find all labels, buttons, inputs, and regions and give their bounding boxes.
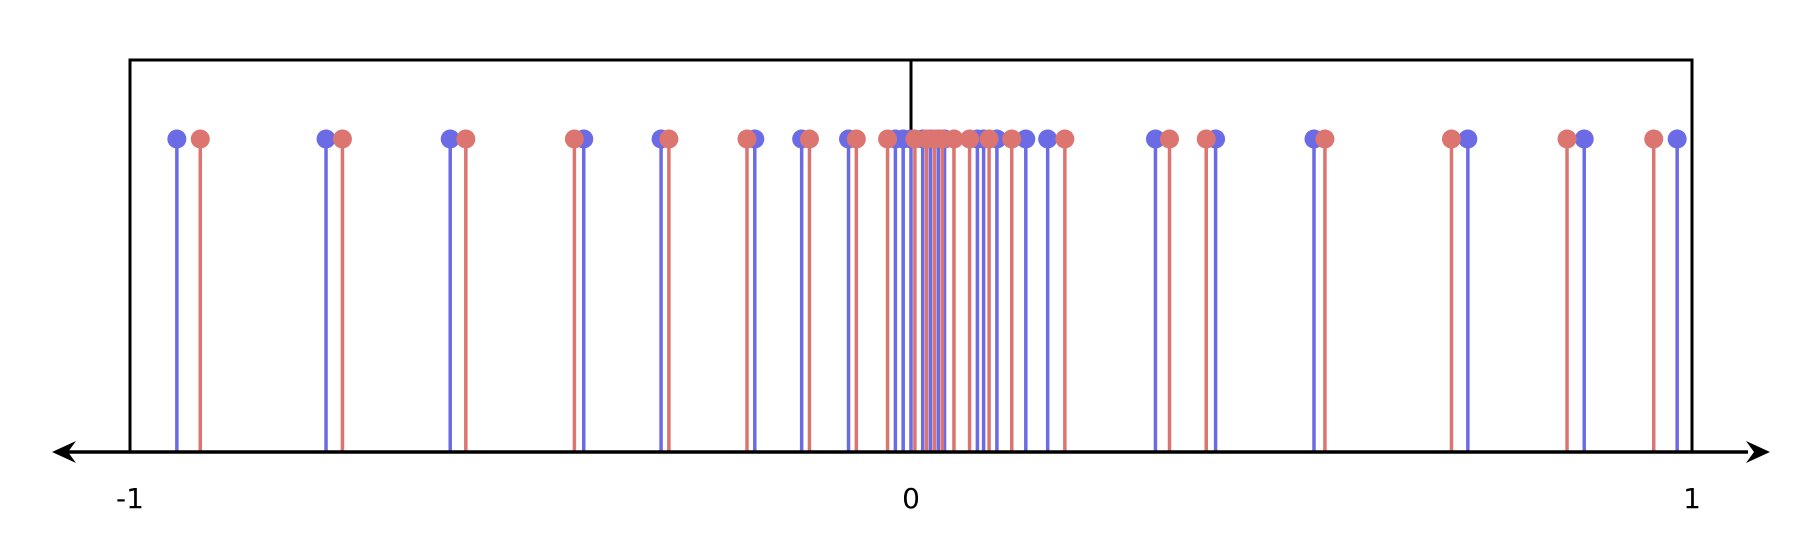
stem-marks: [167, 129, 1687, 452]
stem-head-red-18: [1055, 129, 1075, 149]
stem-red-22: [1441, 129, 1461, 452]
stem-head-blue-25: [1574, 129, 1594, 149]
stem-head-red-1: [190, 129, 210, 149]
stem-head-red-2: [332, 129, 352, 149]
tick-labels: -1 0 1: [116, 482, 1701, 515]
stem-head-red-9: [878, 129, 898, 149]
stem-red-19: [1160, 129, 1180, 452]
stem-blue-20: [1038, 129, 1058, 452]
stem-head-red-24: [1644, 129, 1664, 149]
stem-red-14: [944, 129, 964, 452]
stem-head-red-6: [737, 129, 757, 149]
stem-head-blue-24: [1458, 129, 1478, 149]
stem-red-6: [737, 129, 757, 452]
stem-head-red-3: [456, 129, 476, 149]
stem-red-3: [456, 129, 476, 452]
stem-red-17: [1002, 129, 1022, 452]
stem-red-20: [1196, 129, 1216, 452]
stem-head-blue-26: [1667, 129, 1687, 149]
stem-head-blue-2: [316, 129, 336, 149]
stem-head-red-19: [1160, 129, 1180, 149]
stem-head-red-8: [846, 129, 866, 149]
stem-head-blue-3: [440, 129, 460, 149]
axis-arrow-left: [52, 441, 76, 463]
stem-head-blue-20: [1038, 129, 1058, 149]
stem-head-blue-1: [167, 129, 187, 149]
stem-head-blue-19: [1016, 129, 1036, 149]
stem-red-5: [659, 129, 679, 452]
stem-head-red-5: [659, 129, 679, 149]
stem-head-red-22: [1441, 129, 1461, 149]
stem-red-1: [190, 129, 210, 452]
stem-head-red-15: [960, 129, 980, 149]
stem-red-15: [960, 129, 980, 452]
stem-head-blue-21: [1145, 129, 1165, 149]
stem-blue-1: [167, 129, 187, 452]
stem-blue-3: [440, 129, 460, 452]
stem-red-18: [1055, 129, 1075, 452]
stem-head-red-21: [1315, 129, 1335, 149]
stem-head-red-17: [1002, 129, 1022, 149]
stem-head-red-16: [979, 129, 999, 149]
tick-label-3: 1: [1683, 482, 1701, 515]
stem-head-red-4: [564, 129, 584, 149]
stem-blue-26: [1667, 129, 1687, 452]
stem-blue-4: [574, 129, 594, 452]
stem-head-red-14: [944, 129, 964, 149]
stem-blue-19: [1016, 129, 1036, 452]
stem-blue-24: [1458, 129, 1478, 452]
stem-red-21: [1315, 129, 1335, 452]
stem-red-24: [1644, 129, 1664, 452]
stem-blue-25: [1574, 129, 1594, 452]
tick-label-1: -1: [116, 482, 144, 515]
stem-red-8: [846, 129, 866, 452]
stem-blue-22: [1206, 129, 1226, 452]
stem-red-7: [799, 129, 819, 452]
stem-red-2: [332, 129, 352, 452]
axis-arrow-right: [1746, 441, 1770, 463]
stem-red-23: [1557, 129, 1577, 452]
stem-head-red-20: [1196, 129, 1216, 149]
stem-red-4: [564, 129, 584, 452]
stem-head-red-23: [1557, 129, 1577, 149]
stem-head-red-7: [799, 129, 819, 149]
stem-blue-21: [1145, 129, 1165, 452]
number-line-axis: [52, 441, 1770, 463]
stem-blue-2: [316, 129, 336, 452]
tick-label-2: 0: [902, 482, 920, 515]
stem-blue-23: [1304, 129, 1324, 452]
stem-red-9: [878, 129, 898, 452]
stem-red-16: [979, 129, 999, 452]
